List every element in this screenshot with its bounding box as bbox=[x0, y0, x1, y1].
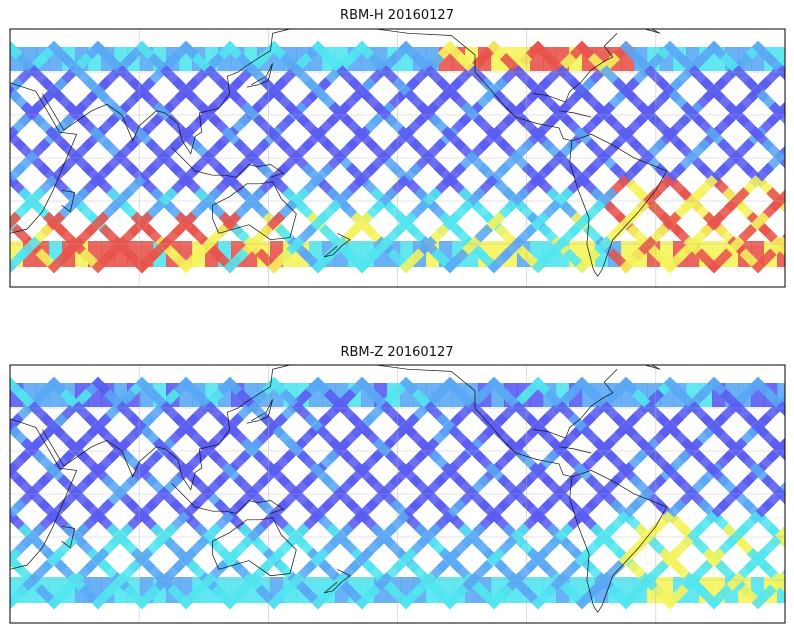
panel-rbm-h: RBM-H 20160127 bbox=[0, 0, 794, 300]
swath-layer-0 bbox=[10, 40, 785, 274]
swath-layer-1 bbox=[10, 376, 785, 610]
gridlines-0 bbox=[10, 29, 785, 287]
panel-rbm-z: RBM-Z 20160127 bbox=[0, 340, 794, 630]
panel-title-rbm-h: RBM-H 20160127 bbox=[340, 8, 454, 23]
map-frame-1 bbox=[9, 364, 786, 624]
map-frame-0 bbox=[9, 28, 786, 288]
gridlines-1 bbox=[10, 365, 785, 623]
coastlines-0 bbox=[9, 28, 668, 277]
coastlines-1 bbox=[9, 364, 668, 613]
panel-title-rbm-z: RBM-Z 20160127 bbox=[340, 345, 454, 360]
